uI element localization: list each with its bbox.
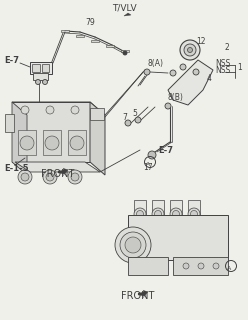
Circle shape [115,227,151,263]
Circle shape [184,44,196,56]
Circle shape [71,106,79,114]
Bar [68,130,86,155]
Bar [30,62,52,74]
Circle shape [190,211,197,218]
Circle shape [213,263,219,269]
Circle shape [136,211,144,218]
Circle shape [188,208,200,220]
Circle shape [45,136,59,150]
Polygon shape [15,162,100,172]
Circle shape [180,64,186,70]
Circle shape [125,237,141,253]
Circle shape [43,170,57,184]
Circle shape [170,70,176,76]
Text: 8(A): 8(A) [148,59,164,68]
Circle shape [123,51,127,55]
Text: 79: 79 [85,18,95,27]
Bar [128,215,228,260]
Text: T/VLV: T/VLV [112,3,137,12]
Circle shape [173,211,180,218]
Circle shape [42,79,48,84]
Bar [18,130,36,155]
Polygon shape [76,35,84,37]
Polygon shape [138,290,148,298]
Bar [33,73,48,80]
Text: E-7: E-7 [158,146,173,155]
Circle shape [155,211,161,218]
Bar [5,114,14,132]
Text: E-1-5: E-1-5 [4,164,29,173]
Polygon shape [106,45,114,47]
Circle shape [70,136,84,150]
Circle shape [193,69,199,75]
Text: 7: 7 [122,113,127,122]
Circle shape [18,170,32,184]
Bar [170,200,182,228]
Text: E-7: E-7 [4,56,19,65]
Circle shape [35,79,40,84]
Polygon shape [91,40,99,42]
Bar [152,200,164,228]
Polygon shape [58,168,68,176]
Bar [90,108,104,120]
Circle shape [20,136,34,150]
Text: NSS: NSS [215,59,230,68]
Text: A: A [146,162,150,166]
Bar [134,200,146,228]
Circle shape [187,47,192,52]
Circle shape [120,232,146,258]
Circle shape [134,208,146,220]
Text: 17: 17 [143,163,153,172]
Circle shape [71,173,79,181]
Polygon shape [12,102,105,115]
Circle shape [46,173,54,181]
Circle shape [68,170,82,184]
Polygon shape [124,13,131,16]
Polygon shape [61,30,69,32]
Polygon shape [12,102,27,175]
Text: FRONT: FRONT [121,291,155,301]
Text: FRONT: FRONT [41,169,75,179]
Circle shape [125,120,131,126]
Text: 4: 4 [207,74,212,83]
Bar [32,64,40,72]
Text: 1: 1 [237,63,242,72]
Text: A: A [227,266,231,270]
Polygon shape [168,60,213,105]
Circle shape [170,208,182,220]
Circle shape [180,40,200,60]
Text: NSS: NSS [215,66,230,75]
Circle shape [165,103,171,109]
Circle shape [21,173,29,181]
Circle shape [152,208,164,220]
Circle shape [183,263,189,269]
Bar [188,200,200,228]
Text: 5: 5 [132,109,137,118]
Text: 2: 2 [225,43,230,52]
Text: 12: 12 [196,37,206,46]
Polygon shape [12,102,90,162]
Circle shape [135,117,141,123]
Polygon shape [121,50,129,52]
Bar [42,64,49,72]
Bar [43,130,61,155]
Circle shape [21,106,29,114]
Polygon shape [90,102,105,175]
Circle shape [148,151,156,159]
Text: 8(B): 8(B) [168,93,184,102]
Bar [128,257,168,275]
Circle shape [144,69,150,75]
Circle shape [46,106,54,114]
Circle shape [198,263,204,269]
Bar [173,257,228,275]
